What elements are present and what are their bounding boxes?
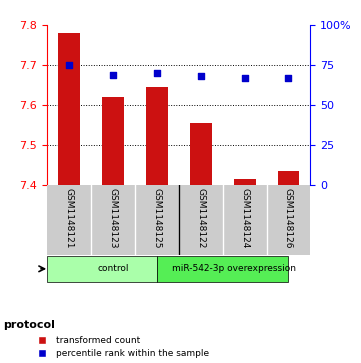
Text: GSM1148121: GSM1148121 — [64, 188, 73, 249]
Bar — [190, 123, 212, 184]
Text: GSM1148122: GSM1148122 — [196, 188, 205, 248]
Point — [66, 62, 72, 68]
Text: GSM1148126: GSM1148126 — [284, 188, 293, 249]
Text: GSM1148125: GSM1148125 — [152, 188, 161, 249]
Text: GSM1148124: GSM1148124 — [240, 188, 249, 248]
Text: control: control — [97, 264, 129, 273]
Bar — [146, 87, 168, 184]
Text: miR-542-3p overexpression: miR-542-3p overexpression — [171, 264, 296, 273]
Bar — [102, 97, 124, 184]
Point — [242, 75, 248, 81]
FancyBboxPatch shape — [47, 256, 157, 282]
Point — [286, 75, 291, 81]
Legend: transformed count, percentile rank within the sample: transformed count, percentile rank withi… — [34, 336, 209, 359]
Bar — [234, 179, 256, 184]
Text: protocol: protocol — [4, 320, 56, 330]
Text: GSM1148123: GSM1148123 — [108, 188, 117, 249]
Point — [154, 70, 160, 76]
Point — [198, 73, 204, 79]
Point — [110, 72, 116, 78]
Bar — [58, 33, 80, 184]
Bar — [278, 171, 300, 184]
FancyBboxPatch shape — [157, 256, 288, 282]
